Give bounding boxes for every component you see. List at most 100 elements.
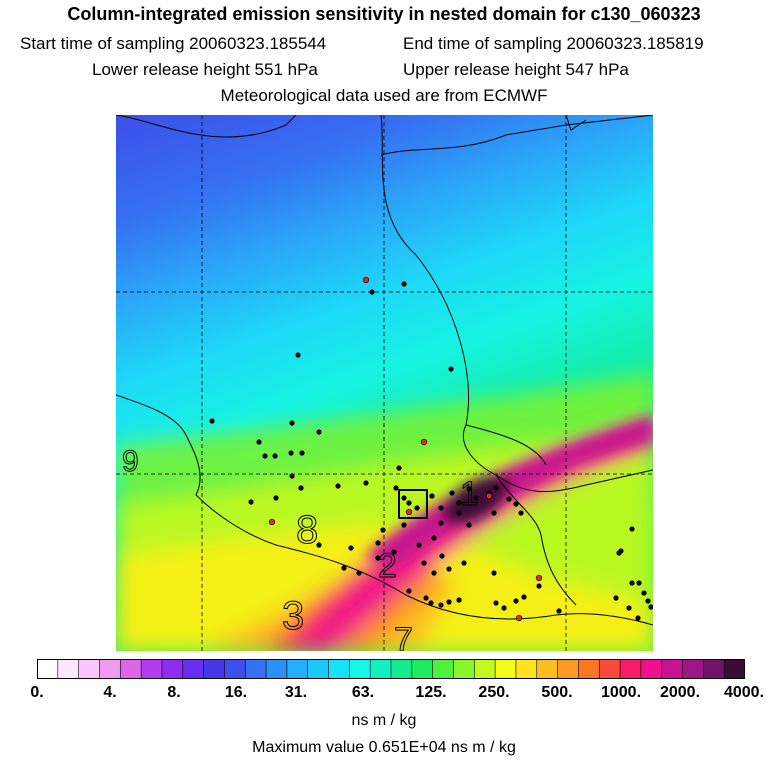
station-marker xyxy=(391,549,397,555)
chart-title: Column-integrated emission sensitivity i… xyxy=(67,4,701,24)
colorbar-tick-label: 31. xyxy=(284,684,308,701)
station-marker xyxy=(456,500,462,506)
station-marker xyxy=(466,522,472,528)
station-marker-red xyxy=(535,574,543,582)
upper-release-label: Upper release height 547 hPa xyxy=(403,60,629,79)
max-value-label: Maximum value 0.651E+04 ns m / kg xyxy=(252,739,516,756)
region-number-7: 7 xyxy=(394,621,413,651)
colorbar-cell xyxy=(307,659,330,679)
colorbar-tick-label: 250. xyxy=(478,684,510,701)
met-data-label: Meteorological data used are from ECMWF xyxy=(220,86,548,105)
station-marker xyxy=(273,495,279,501)
station-marker xyxy=(635,615,641,621)
station-marker xyxy=(421,560,427,566)
colorbar-cell xyxy=(224,659,247,679)
station-marker xyxy=(406,588,412,594)
station-marker xyxy=(513,598,519,604)
station-marker xyxy=(262,453,268,459)
region-number-2: 2 xyxy=(378,547,397,585)
station-marker xyxy=(348,545,354,551)
station-marker xyxy=(299,450,305,456)
colorbar xyxy=(37,659,745,679)
station-marker xyxy=(356,570,362,576)
colorbar-cell xyxy=(369,659,392,679)
station-marker xyxy=(369,289,375,295)
colorbar-tick-label: 4. xyxy=(103,684,117,701)
units-label: ns m / kg xyxy=(351,712,417,729)
colorbar-cell xyxy=(536,659,559,679)
region-number-3: 3 xyxy=(282,594,304,638)
station-marker xyxy=(491,570,497,576)
coastlines xyxy=(116,115,653,626)
station-marker xyxy=(448,366,454,372)
colorbar-cell xyxy=(453,659,476,679)
station-marker xyxy=(289,473,295,479)
colorbar-cell xyxy=(349,659,371,679)
region-number-8: 8 xyxy=(296,508,318,552)
colorbar-tick-label: 1000. xyxy=(600,684,642,701)
colorbar-cell xyxy=(473,659,496,679)
colorbar-cell xyxy=(578,659,601,679)
station-marker xyxy=(629,580,635,586)
colorbar-cell xyxy=(57,659,80,679)
station-marker xyxy=(518,510,524,516)
station-marker xyxy=(406,500,412,506)
station-marker xyxy=(645,598,651,604)
station-marker xyxy=(393,485,399,491)
station-marker xyxy=(473,495,479,501)
colorbar-cell xyxy=(411,659,434,679)
colorbar-tick-label: 125. xyxy=(415,684,447,701)
station-marker xyxy=(491,510,497,516)
station-marker xyxy=(341,565,347,571)
station-marker xyxy=(626,605,632,611)
colorbar-cell xyxy=(557,659,580,679)
colorbar-tick-label: 4000. xyxy=(723,684,765,701)
region-number-9: 9 xyxy=(122,445,139,478)
station-marker xyxy=(513,501,519,507)
station-marker xyxy=(401,281,407,287)
station-marker xyxy=(456,510,462,516)
station-marker xyxy=(298,485,304,491)
station-marker xyxy=(536,583,542,589)
station-marker xyxy=(363,480,369,486)
station-marker xyxy=(521,594,527,600)
station-marker xyxy=(648,604,653,610)
colorbar-tick-label: 63. xyxy=(351,684,375,701)
colorbar-cell xyxy=(390,659,413,679)
end-time-label: End time of sampling 20060323.185819 xyxy=(403,34,704,53)
station-marker xyxy=(375,540,381,546)
station-marker xyxy=(380,527,386,533)
colorbar-cell xyxy=(182,659,205,679)
start-time-label: Start time of sampling 20060323.185544 xyxy=(20,34,327,53)
station-marker xyxy=(506,496,512,502)
station-marker xyxy=(629,526,635,532)
station-marker-red xyxy=(420,438,428,446)
station-marker xyxy=(401,495,407,501)
colorbar-cell xyxy=(140,659,163,679)
station-marker xyxy=(461,560,467,566)
colorbar-cell xyxy=(161,659,184,679)
station-marker xyxy=(556,608,562,614)
station-marker-red xyxy=(515,614,523,622)
station-marker xyxy=(636,580,642,586)
colorbar-cell xyxy=(723,659,745,679)
colorbar-tick-label: 16. xyxy=(224,684,248,701)
station-marker xyxy=(316,429,322,435)
station-marker xyxy=(446,566,452,572)
station-marker xyxy=(423,595,429,601)
colorbar-cell xyxy=(494,659,517,679)
station-marker xyxy=(316,542,322,548)
release-box xyxy=(398,489,428,519)
station-markers xyxy=(209,276,653,622)
station-marker xyxy=(414,505,420,511)
colorbar-cell xyxy=(432,659,455,679)
colorbar-cell xyxy=(99,659,122,679)
station-marker xyxy=(295,352,301,358)
colorbar-cell xyxy=(244,659,267,679)
station-marker xyxy=(446,599,452,605)
station-marker xyxy=(335,483,341,489)
colorbar-cell xyxy=(640,659,663,679)
colorbar-cell xyxy=(703,659,725,679)
station-marker-red xyxy=(268,518,276,526)
station-marker xyxy=(449,490,455,496)
